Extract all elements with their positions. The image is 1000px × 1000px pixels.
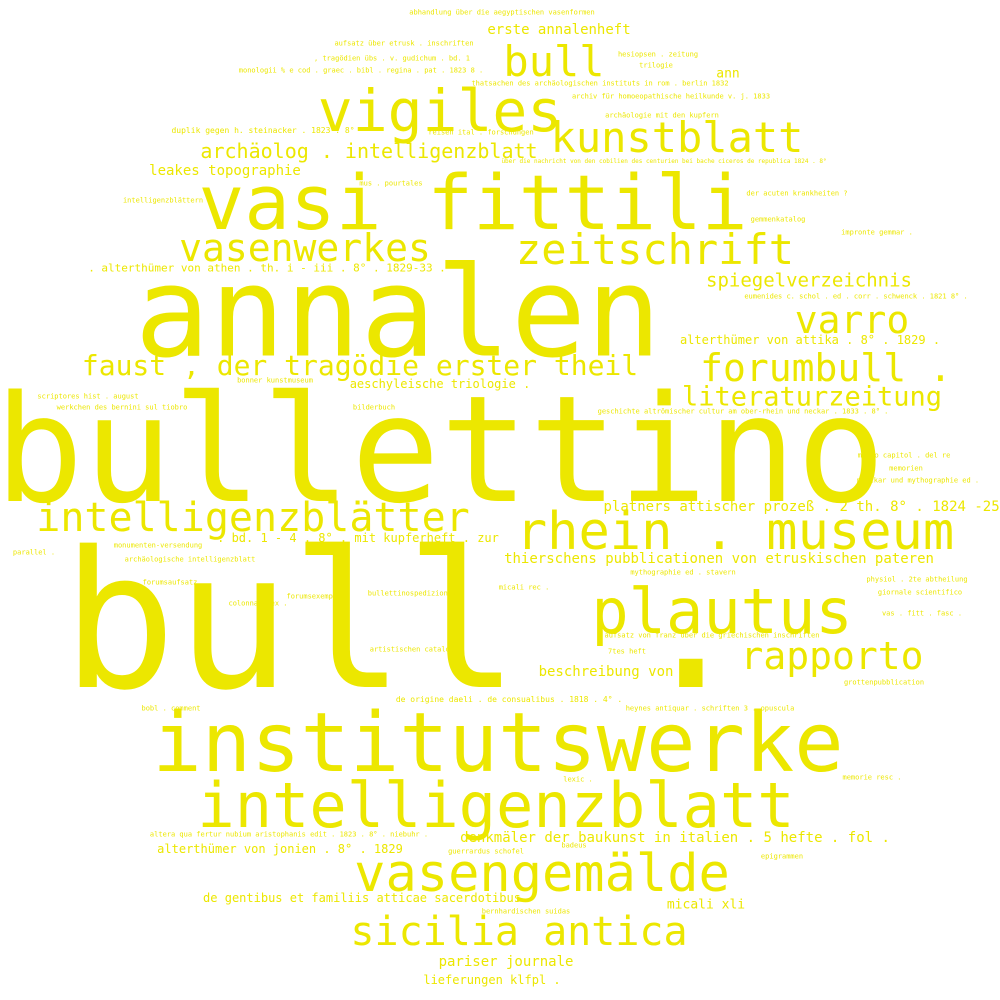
word-erste-annalenheft: erste annalenheft (487, 22, 631, 38)
word-bernhardischen-suidas: bernhardischen suidas (481, 907, 571, 916)
word-lieferungen: lieferungen klfpl . (423, 973, 561, 987)
word-institutswerke: institutswerke (152, 696, 844, 791)
word-spiegelverzeichnis: spiegelverzeichnis (706, 269, 912, 292)
word-beschreibung: beschreibung von (538, 664, 674, 680)
word-forumbull: forumbull . (700, 346, 952, 390)
word-faust: faust , der tragödie erster theil (81, 349, 639, 382)
word-bd-1-4: . bd. 1 - 4 . 8° . mit kupferheft . zur (217, 531, 499, 545)
word-grottenpubblication: grottenpubblication (843, 678, 925, 687)
word-intelligenzblatt: intelligenzblatt (197, 769, 795, 842)
word-de-origine-daeli: de origine daeli . de consualibus . 1818… (395, 695, 623, 704)
word-micali-xli: micali xli (666, 897, 746, 913)
word-micali-rec: micali rec . (498, 583, 550, 592)
word-physiol: physiol . 2te abtheilung (866, 575, 968, 584)
word-varro: varro (794, 298, 910, 342)
word-aufsatz-franz: aufsatz von franz über die griechischen … (604, 631, 820, 640)
word-7tes-heft: 7tes heft (608, 647, 646, 656)
word-museo-capitol: museo capitol . del re (857, 451, 951, 460)
word-mythographie-stavern: mythographie ed . stavern (630, 568, 736, 577)
word-monologii: monologii % e cod . graec . bibl . regin… (238, 66, 484, 75)
word-parallel: parallel . (12, 548, 56, 557)
word-thierschens: thierschens pubblicationen von etruskisc… (504, 551, 934, 567)
word-geschichte-altroemisch: geschichte altrömischer cultur am ober-r… (597, 407, 889, 416)
word-trilogie: trilogie (639, 61, 673, 70)
word-aeschyleische: aeschyleische triologie . (349, 377, 531, 391)
word-guerrardus: guerrardus schofel (448, 847, 524, 856)
word-bullettino: bullettino (0, 364, 886, 536)
word-forumsexemplar: forumsexemplar (286, 592, 346, 601)
word-tragoedien: , tragödien übs . v. gudichum . bd. 1 (314, 54, 470, 63)
word-hesiopsen: hesiopsen . zeitung (617, 50, 699, 59)
word-vigiles: vigiles (317, 77, 563, 145)
word-intelligenzblaettern: intelligenzblättern (122, 196, 204, 205)
word-archaeolog-intelligenzblatt: archäolog . intelligenzblatt (200, 139, 538, 163)
word-vas-fitt-fasc: vas . fitt . fasc . (881, 609, 963, 618)
word-munckar: munckar und mythographie ed . (856, 476, 980, 485)
word-literaturzeitung: literaturzeitung (681, 381, 943, 413)
word-lexic: lexic . (563, 775, 593, 784)
word-intelligenzblaetter: intelligenzblätter (36, 495, 470, 541)
word-bull: bull (503, 37, 605, 86)
word-memorie-resc: memorie resc . (842, 773, 902, 782)
word-abhandlung: abhandlung über die aegyptischen vasenfo… (409, 8, 595, 17)
word-duplik: duplik gegen h. steinacker . 1823 . 8° (171, 126, 355, 135)
word-eumenides: eumenides c. schol . ed . corr . schwenc… (744, 292, 968, 301)
word-zeitschrift: zeitschrift (515, 225, 795, 274)
word-scriptores: scriptores hist . august (37, 392, 139, 401)
word-rapporto: rapporto (740, 634, 924, 678)
word-plautus: plautus (591, 575, 853, 648)
word-bobl-comment: bobl . comment (141, 704, 201, 713)
word-denkmaeler: denkmäler der baukunst in italien . 5 he… (460, 830, 890, 846)
word-archaeologische-intelligenzblatt: archäologische intelligenzblatt (124, 555, 256, 564)
word-vasengemaelde: vasengemälde (354, 844, 730, 904)
word-memorien: memorien (889, 464, 923, 473)
word-kunstblatt: kunstblatt (550, 113, 804, 162)
word-heynes-antiquar: heynes antiquar . schriften 3 . opuscula (625, 704, 795, 713)
word-alterthuemer-jonien: alterthümer von jonien . 8° . 1829 (157, 842, 403, 856)
word-monumenten-versendung: monumenten-versendung (113, 541, 203, 550)
word-annalen: annalen (134, 240, 662, 386)
word-epigrammen: epigrammen (760, 852, 804, 861)
word-vasenwerkes: vasenwerkes (179, 226, 431, 270)
word-giornale-scientifico: giornale scientifico (877, 588, 963, 597)
word-archaeologie-kupfern: archäologie mit den kupfern (605, 111, 719, 120)
word-acuten-krankheiten: der acuten krankheiten ? (746, 189, 848, 198)
word-aufsatz-etrusk: aufsatz über etrusk . inschriften (334, 39, 474, 48)
word-badeus: badeus (561, 841, 587, 850)
word-pariser-journale: pariser journale (438, 954, 574, 970)
word-altera-qua-fertur: altera qua fertur nubium aristophanis ed… (149, 830, 429, 839)
word-bonner-kunstmuseum: bonner kunstmuseum (237, 376, 313, 385)
word-platners: platners attischer prozeß . 2 th. 8° . 1… (603, 499, 1000, 515)
word-vasi-fittili: vasi fittili (198, 158, 748, 247)
word-leakes-topographie: leakes topographie (149, 163, 301, 179)
word-mus-pourtales: mus . pourtales (359, 179, 423, 188)
word-impronte: impronte gemmar . (841, 228, 913, 237)
word-bernini: werkchen des bernini sul tiobro (56, 403, 188, 412)
word-rhein-museum: rhein . museum (515, 502, 955, 562)
word-colonna-alex: colonna alex . (228, 599, 288, 608)
word-alterthuemer-athen: . alterthümer von athen . th. i - iii . … (88, 261, 446, 275)
word-thatsachen: thatsachen des archäologischen instituts… (471, 79, 729, 88)
word-ann: ann (716, 66, 740, 82)
word-bullettinospedizionen: bullettinospedizionen (367, 589, 457, 598)
word-gemmenkatalog: gemmenkatalog (750, 215, 806, 224)
word-alterthuemer-attika: alterthümer von attika . 8° . 1829 . (679, 333, 941, 347)
word-bull-dot: bull . (61, 511, 749, 732)
word-forumsaufsatz: forumsaufsatz (142, 578, 198, 587)
word-sicilia-antica: sicilia antica (350, 909, 688, 955)
word-bilderbuch: bilderbuch (352, 403, 396, 412)
word-archiv-homoeopathie: archiv für homoeopathische heilkunde v. … (571, 92, 771, 101)
word-artistischen-catalogs: artistischen catalogs (369, 645, 459, 654)
word-nachricht-cobilien: über die nachricht von den cobilien des … (501, 158, 827, 165)
word-reisen: reisen ital . forschungen (428, 128, 534, 137)
word-de-gentibus: de gentibus et familiis atticae sacerdot… (203, 891, 521, 905)
